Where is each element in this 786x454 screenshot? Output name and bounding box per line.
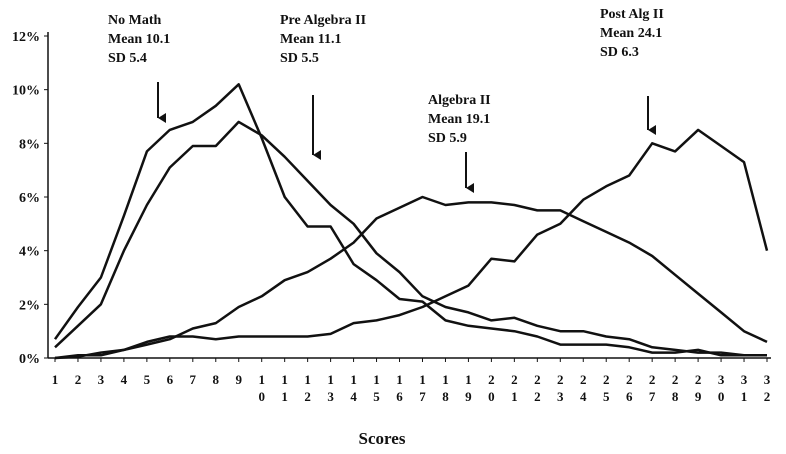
x-tick-label: 1: [48, 372, 63, 389]
annotation: Mean 10.1: [108, 32, 170, 47]
y-tick-label: 0%: [19, 352, 40, 367]
x-tick-label: 25: [599, 372, 614, 406]
x-tick-label: 20: [484, 372, 499, 406]
annotation: SD 5.9: [428, 131, 467, 146]
annotation: No Math: [108, 13, 161, 28]
x-tick-label: 11: [277, 372, 292, 406]
x-tick-label: 18: [438, 372, 453, 406]
x-tick-label: 5: [139, 372, 154, 389]
x-axis-label: Scores: [359, 429, 406, 448]
x-tick-label: 17: [415, 372, 430, 406]
annotation: SD 6.3: [600, 45, 639, 60]
annotation: Pre Algebra II: [280, 13, 366, 28]
annotation: SD 5.4: [108, 51, 147, 66]
x-tick-label: 21: [507, 372, 522, 406]
series-line: [54, 120, 767, 357]
y-tick-label: 10%: [12, 84, 40, 99]
y-tick-label: 12%: [12, 30, 40, 45]
x-tick-label: 15: [369, 372, 384, 406]
series-line: [54, 128, 769, 360]
annotation: Algebra II: [428, 93, 491, 108]
y-tick-label: 2%: [19, 298, 40, 313]
x-tick-label: 13: [323, 372, 338, 406]
y-tick-label: 8%: [19, 137, 40, 152]
x-tick-label: 7: [185, 372, 200, 389]
series-line: [53, 83, 767, 357]
x-tick-label: 2: [70, 372, 85, 389]
x-tick-label: 29: [691, 372, 706, 406]
x-tick-label: 3: [93, 372, 108, 389]
x-tick-label: 23: [553, 372, 568, 406]
x-tick-label: 12: [300, 372, 315, 406]
x-tick-label: 22: [530, 372, 545, 406]
x-tick-label: 32: [760, 372, 775, 406]
x-tick-label: 24: [576, 372, 591, 406]
y-tick-label: 6%: [19, 191, 40, 206]
y-tick-label: 4%: [19, 245, 40, 260]
x-tick-label: 4: [116, 372, 131, 389]
x-tick-label: 31: [737, 372, 752, 406]
annotation: Mean 24.1: [600, 26, 662, 41]
x-tick-label: 28: [668, 372, 683, 406]
annotation: Post Alg II: [600, 7, 664, 22]
x-tick-label: 16: [392, 372, 407, 406]
x-tick-label: 27: [645, 372, 660, 406]
x-tick-label: 10: [254, 372, 269, 406]
annotation: SD 5.5: [280, 51, 319, 66]
x-tick-label: 26: [622, 372, 637, 406]
x-tick-label: 30: [714, 372, 729, 406]
x-tick-label: 9: [231, 372, 246, 389]
x-tick-label: 8: [208, 372, 223, 389]
x-tick-label: 14: [346, 372, 361, 406]
x-tick-label: 19: [461, 372, 476, 406]
series-line: [54, 195, 768, 360]
annotation: Mean 11.1: [280, 32, 341, 47]
x-tick-label: 6: [162, 372, 177, 389]
annotation: Mean 19.1: [428, 112, 490, 127]
